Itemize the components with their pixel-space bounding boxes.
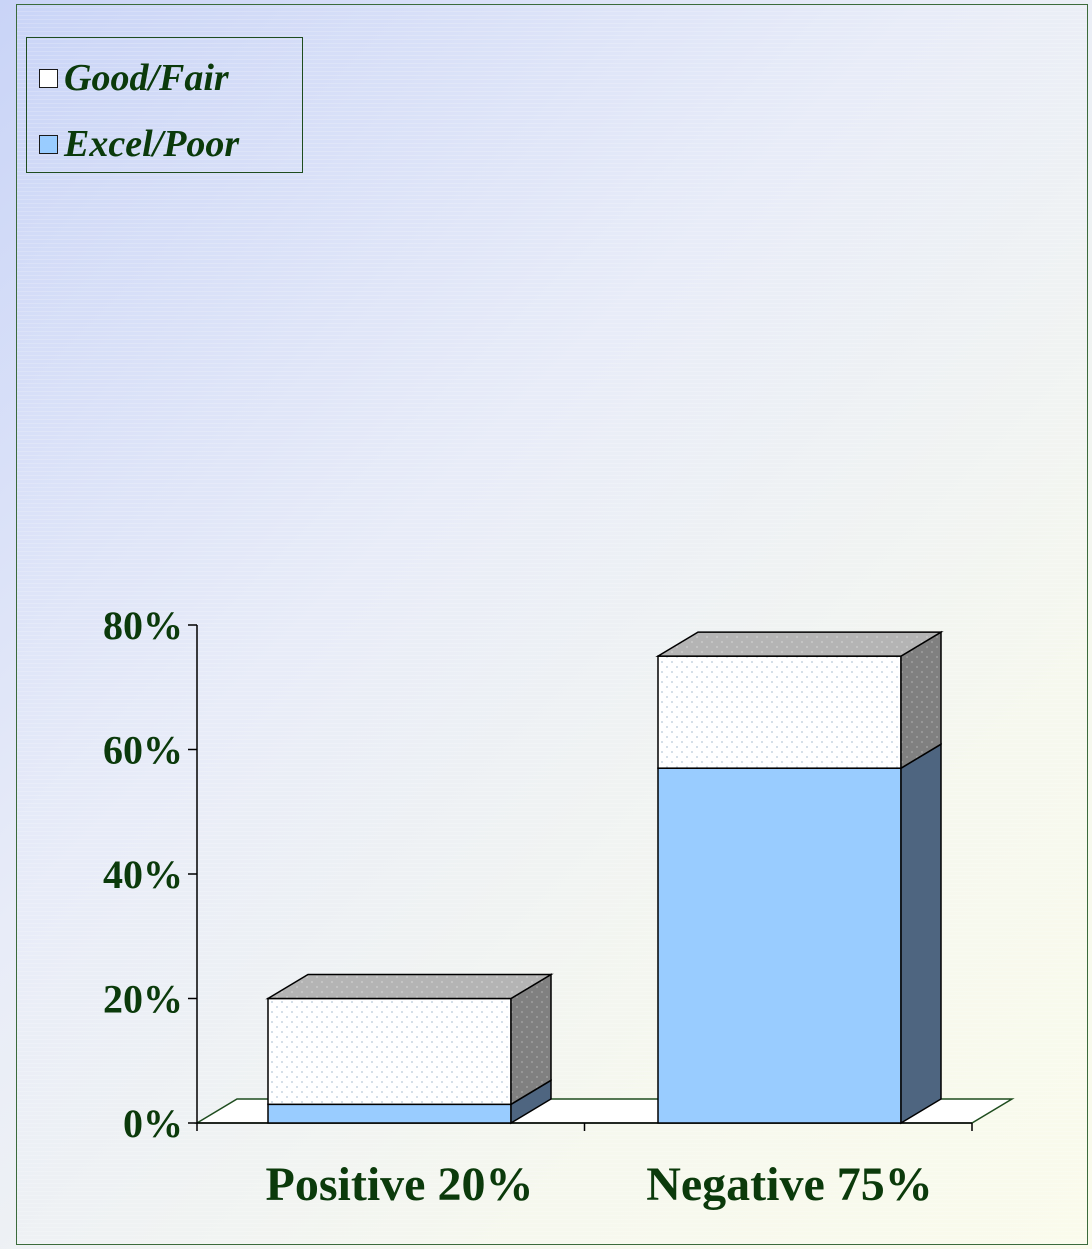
legend-label-good-fair: Good/Fair <box>64 57 229 99</box>
legend-swatch-good-fair <box>39 68 58 88</box>
bar-segment <box>657 655 902 769</box>
y-tick-label: 80% <box>103 603 183 648</box>
bar-segment <box>267 997 512 1106</box>
legend-swatch-excel-poor <box>39 134 58 154</box>
y-tick-label: 20% <box>103 977 183 1022</box>
bar-top-face <box>655 631 944 657</box>
legend-item-good-fair: Good/Fair <box>39 56 229 100</box>
y-tick-label: 0% <box>123 1101 183 1146</box>
legend-label-excel-poor: Excel/Poor <box>64 123 240 165</box>
bar-segment <box>657 767 902 1124</box>
x-category-label: Positive 20% <box>266 1158 534 1211</box>
x-category-label: Negative 75% <box>646 1158 933 1211</box>
legend: Good/Fair Excel/Poor <box>26 37 303 173</box>
bar-segment-side <box>900 742 942 1125</box>
y-tick-label: 40% <box>103 852 183 897</box>
bar-top-face <box>265 973 554 1000</box>
bar-segment <box>267 1103 512 1124</box>
y-tick-label: 60% <box>103 728 183 773</box>
legend-item-excel-poor: Excel/Poor <box>39 122 239 166</box>
